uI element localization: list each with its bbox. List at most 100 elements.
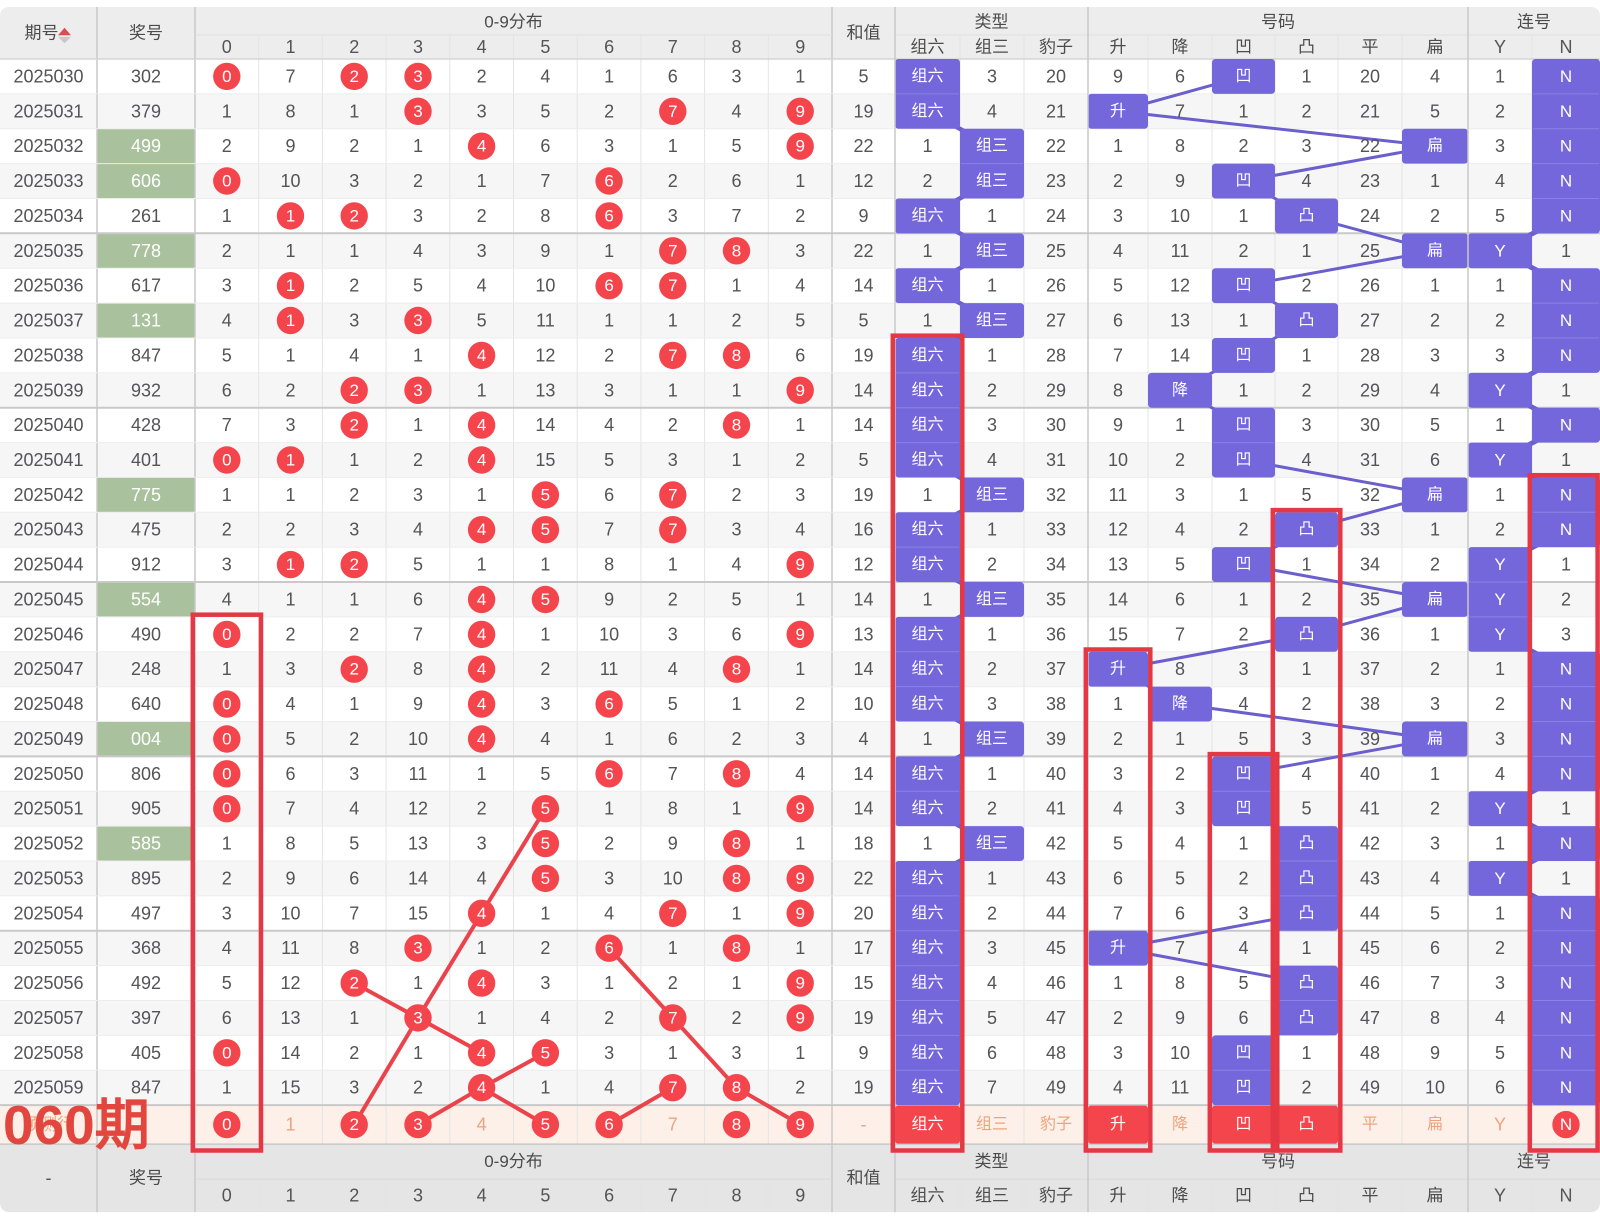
svg-text:0: 0 (222, 625, 231, 644)
svg-text:4: 4 (731, 101, 741, 121)
svg-text:3: 3 (413, 102, 422, 121)
svg-text:24: 24 (1046, 206, 1066, 226)
svg-text:9: 9 (604, 590, 614, 610)
svg-text:405: 405 (131, 1043, 161, 1063)
svg-text:8: 8 (732, 346, 741, 365)
svg-text:扁: 扁 (1427, 241, 1443, 259)
svg-text:1: 1 (1238, 834, 1248, 854)
svg-text:组六: 组六 (911, 520, 943, 538)
svg-text:13: 13 (535, 380, 555, 400)
svg-text:7: 7 (413, 624, 423, 644)
svg-text:2: 2 (349, 381, 358, 400)
svg-text:7: 7 (285, 66, 295, 86)
svg-text:和值: 和值 (847, 24, 881, 43)
svg-text:14: 14 (853, 799, 873, 819)
svg-text:2: 2 (1238, 241, 1248, 261)
svg-text:5: 5 (1238, 973, 1248, 993)
svg-text:22: 22 (853, 868, 873, 888)
svg-text:15: 15 (535, 450, 555, 470)
svg-text:2025036: 2025036 (13, 276, 83, 296)
svg-text:29: 29 (1360, 380, 1380, 400)
svg-text:8: 8 (1175, 659, 1185, 679)
svg-text:7: 7 (668, 276, 677, 295)
svg-text:4: 4 (477, 416, 486, 435)
svg-text:扁: 扁 (1427, 137, 1443, 155)
svg-text:43: 43 (1360, 868, 1380, 888)
svg-text:4: 4 (477, 1078, 486, 1097)
svg-text:1: 1 (668, 938, 678, 958)
svg-text:775: 775 (131, 485, 161, 505)
svg-text:1: 1 (1238, 590, 1248, 610)
svg-text:奖号: 奖号 (129, 1169, 163, 1188)
svg-text:14: 14 (535, 415, 555, 435)
svg-text:升: 升 (1110, 1115, 1126, 1133)
svg-text:组三: 组三 (976, 485, 1008, 503)
svg-text:617: 617 (131, 276, 161, 296)
svg-text:23: 23 (1360, 171, 1380, 191)
svg-text:4: 4 (858, 729, 868, 749)
svg-text:5: 5 (413, 555, 423, 575)
svg-text:6: 6 (668, 729, 678, 749)
svg-text:组三: 组三 (976, 172, 1008, 190)
svg-text:41: 41 (1046, 799, 1066, 819)
svg-text:2: 2 (731, 311, 741, 331)
svg-text:1: 1 (1561, 380, 1571, 400)
svg-text:4: 4 (1430, 380, 1440, 400)
svg-text:6: 6 (604, 1115, 613, 1134)
svg-text:1: 1 (477, 555, 487, 575)
svg-text:1: 1 (668, 555, 678, 575)
svg-text:N: N (1560, 276, 1572, 295)
svg-text:3: 3 (795, 485, 805, 505)
svg-text:2: 2 (349, 1186, 359, 1206)
svg-text:5: 5 (349, 834, 359, 854)
svg-text:9: 9 (795, 555, 804, 574)
svg-text:1: 1 (795, 834, 805, 854)
svg-text:10: 10 (853, 694, 873, 714)
svg-text:302: 302 (131, 66, 161, 86)
svg-text:1: 1 (731, 276, 741, 296)
svg-text:9: 9 (795, 869, 804, 888)
svg-text:2: 2 (349, 660, 358, 679)
svg-text:N: N (1560, 102, 1572, 121)
svg-text:060期: 060期 (3, 1094, 150, 1156)
svg-text:2: 2 (1430, 555, 1440, 575)
svg-text:组六: 组六 (911, 67, 943, 85)
svg-text:8: 8 (732, 869, 741, 888)
svg-text:3: 3 (987, 66, 997, 86)
svg-text:扁: 扁 (1427, 485, 1443, 503)
svg-text:1: 1 (1561, 555, 1571, 575)
svg-text:4: 4 (1495, 171, 1505, 191)
svg-text:组六: 组六 (911, 206, 943, 224)
svg-text:11: 11 (1109, 485, 1128, 505)
svg-text:12: 12 (408, 799, 428, 819)
svg-text:2: 2 (731, 1008, 741, 1028)
svg-text:847: 847 (131, 345, 161, 365)
svg-text:5: 5 (1301, 799, 1311, 819)
svg-text:组三: 组三 (975, 1186, 1009, 1205)
svg-text:48: 48 (1360, 1043, 1380, 1063)
svg-text:Y: Y (1494, 869, 1505, 888)
svg-text:1: 1 (922, 136, 932, 156)
svg-text:2: 2 (1495, 520, 1505, 540)
svg-text:7: 7 (1113, 345, 1123, 365)
svg-text:17: 17 (853, 938, 873, 958)
svg-text:1: 1 (1561, 799, 1571, 819)
svg-text:490: 490 (131, 624, 161, 644)
svg-text:12: 12 (1170, 276, 1190, 296)
svg-text:凹: 凹 (1235, 556, 1251, 573)
svg-text:4: 4 (477, 730, 486, 749)
svg-text:2: 2 (795, 694, 805, 714)
svg-text:261: 261 (131, 206, 161, 226)
svg-text:4: 4 (1430, 868, 1440, 888)
svg-text:4: 4 (987, 450, 997, 470)
svg-text:7: 7 (668, 241, 677, 260)
svg-text:34: 34 (1360, 555, 1380, 575)
svg-text:类型: 类型 (975, 13, 1009, 32)
svg-text:2: 2 (987, 799, 997, 819)
svg-text:扁: 扁 (1427, 1186, 1444, 1205)
svg-text:5: 5 (541, 485, 550, 504)
svg-text:6: 6 (604, 939, 613, 958)
svg-text:4: 4 (222, 938, 232, 958)
svg-text:4: 4 (1301, 450, 1311, 470)
svg-text:1: 1 (1238, 206, 1248, 226)
